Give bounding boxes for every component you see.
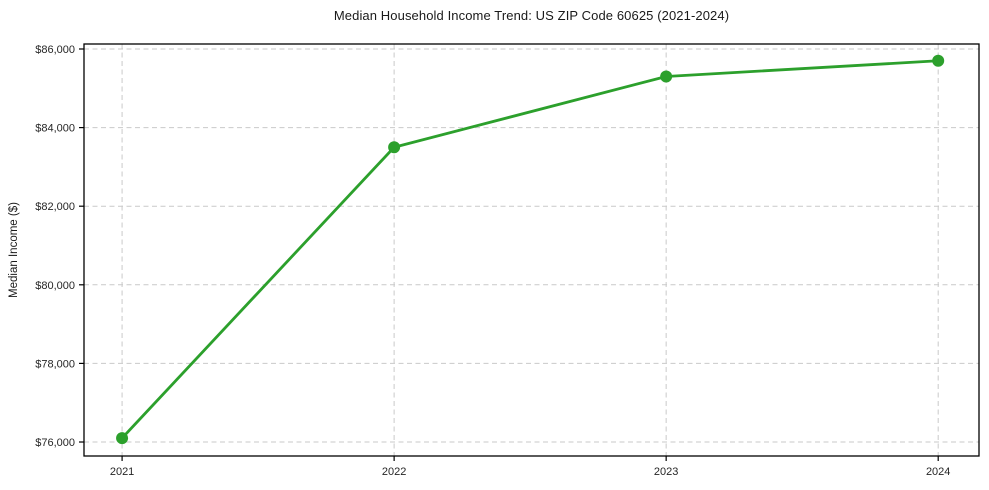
data-point <box>660 70 673 83</box>
x-tick-label: 2022 <box>382 466 406 478</box>
x-tick-label: 2021 <box>110 466 134 478</box>
y-tick-label: $84,000 <box>35 123 75 135</box>
data-point <box>116 432 129 445</box>
y-tick-label: $76,000 <box>35 437 75 449</box>
y-tick-label: $86,000 <box>35 44 75 56</box>
chart-title: Median Household Income Trend: US ZIP Co… <box>333 8 730 23</box>
x-tick-label: 2024 <box>926 466 950 478</box>
data-point <box>932 54 945 67</box>
data-point <box>388 141 401 154</box>
data-line <box>120 59 940 440</box>
y-tick-label: $78,000 <box>35 358 75 370</box>
plot-border <box>83 43 980 457</box>
y-tick-label: $82,000 <box>35 201 75 213</box>
y-tick-label: $80,000 <box>35 280 75 292</box>
x-tick-label: 2023 <box>654 466 678 478</box>
y-axis-label: Median Income ($) <box>8 202 20 298</box>
